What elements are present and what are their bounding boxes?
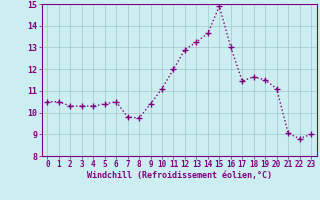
X-axis label: Windchill (Refroidissement éolien,°C): Windchill (Refroidissement éolien,°C) [87, 171, 272, 180]
